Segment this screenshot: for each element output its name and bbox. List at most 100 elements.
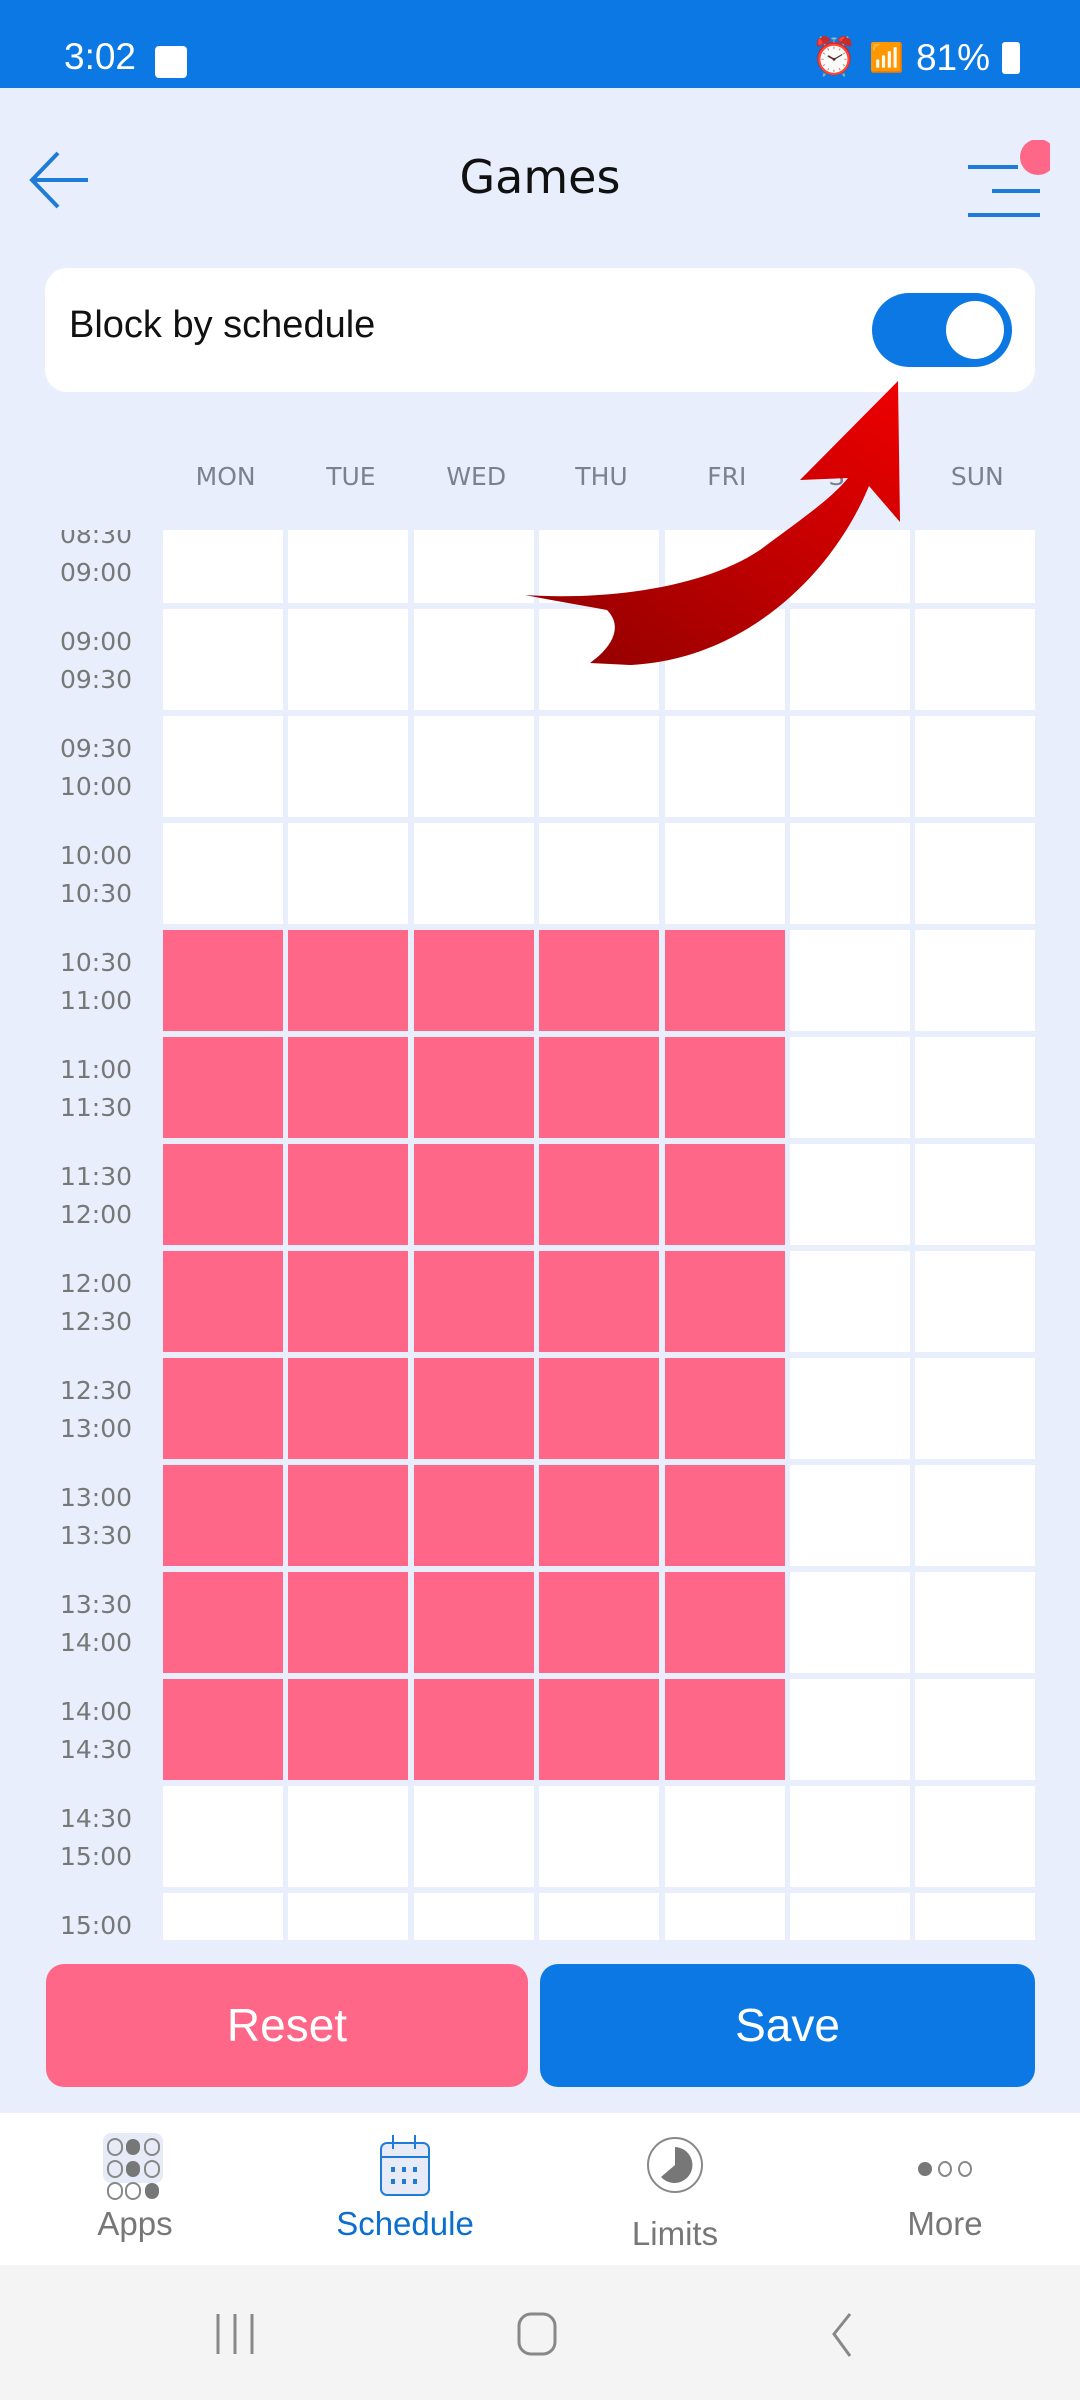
schedule-cell[interactable]: [413, 716, 534, 817]
schedule-cell[interactable]: [163, 1786, 283, 1887]
schedule-cell-blocked[interactable]: [288, 1572, 409, 1673]
schedule-cell[interactable]: [413, 1786, 534, 1887]
schedule-cell-blocked[interactable]: [288, 1144, 409, 1245]
block-by-schedule-toggle[interactable]: [872, 293, 1012, 367]
schedule-cell-blocked[interactable]: [413, 1679, 534, 1780]
schedule-cell-blocked[interactable]: [288, 1679, 409, 1780]
schedule-cell[interactable]: [790, 1144, 910, 1245]
schedule-cell-blocked[interactable]: [163, 1251, 283, 1352]
schedule-cell[interactable]: [790, 1251, 910, 1352]
schedule-cell[interactable]: [163, 716, 283, 817]
schedule-cell[interactable]: [288, 1893, 409, 1940]
schedule-cell[interactable]: [539, 823, 660, 924]
schedule-cell[interactable]: [790, 609, 910, 710]
schedule-cell-blocked[interactable]: [163, 1358, 283, 1459]
save-button[interactable]: Save: [540, 1964, 1035, 2087]
schedule-cell[interactable]: [539, 609, 660, 710]
schedule-cell-blocked[interactable]: [539, 1572, 660, 1673]
schedule-cell[interactable]: [915, 716, 1036, 817]
schedule-cell-blocked[interactable]: [163, 1144, 283, 1245]
schedule-cell-blocked[interactable]: [664, 1144, 785, 1245]
schedule-cell-blocked[interactable]: [413, 1144, 534, 1245]
schedule-cell-blocked[interactable]: [664, 1037, 785, 1138]
schedule-cell[interactable]: [664, 530, 785, 603]
schedule-cell[interactable]: [790, 1037, 910, 1138]
schedule-cell[interactable]: [915, 1251, 1036, 1352]
schedule-cell[interactable]: [790, 1786, 910, 1887]
schedule-cell-blocked[interactable]: [288, 930, 409, 1031]
schedule-cell-blocked[interactable]: [664, 1572, 785, 1673]
schedule-cell[interactable]: [790, 1572, 910, 1673]
schedule-cell-blocked[interactable]: [664, 930, 785, 1031]
schedule-cell[interactable]: [539, 1786, 660, 1887]
schedule-cell[interactable]: [163, 609, 283, 710]
schedule-cell-blocked[interactable]: [288, 1358, 409, 1459]
schedule-cell[interactable]: [915, 1786, 1036, 1887]
schedule-cell[interactable]: [915, 1144, 1036, 1245]
nav-more[interactable]: More: [810, 2113, 1080, 2265]
schedule-cell-blocked[interactable]: [163, 930, 283, 1031]
schedule-cell[interactable]: [288, 1786, 409, 1887]
schedule-cell[interactable]: [413, 609, 534, 710]
schedule-cell[interactable]: [790, 1358, 910, 1459]
schedule-cell[interactable]: [915, 1572, 1036, 1673]
schedule-cell-blocked[interactable]: [413, 1465, 534, 1566]
schedule-cell[interactable]: [539, 1893, 660, 1940]
schedule-cell-blocked[interactable]: [288, 1037, 409, 1138]
schedule-grid[interactable]: 08:30 09:00 09:00 09:30 09:30 10:00 10:00 10:30…: [0, 530, 1080, 1940]
schedule-cell-blocked[interactable]: [539, 1144, 660, 1245]
schedule-cell[interactable]: [163, 823, 283, 924]
schedule-cell-blocked[interactable]: [413, 1037, 534, 1138]
schedule-cell[interactable]: [664, 1786, 785, 1887]
schedule-cell-blocked[interactable]: [539, 1358, 660, 1459]
schedule-cell[interactable]: [915, 823, 1036, 924]
schedule-cell-blocked[interactable]: [539, 1251, 660, 1352]
home-icon[interactable]: [513, 2310, 563, 2360]
schedule-cell-blocked[interactable]: [664, 1465, 785, 1566]
schedule-cell[interactable]: [790, 1465, 910, 1566]
nav-apps[interactable]: Apps: [0, 2113, 270, 2265]
schedule-cell-blocked[interactable]: [413, 930, 534, 1031]
back-arrow-icon[interactable]: [28, 145, 98, 215]
schedule-cell[interactable]: [539, 716, 660, 817]
schedule-cell[interactable]: [915, 1037, 1036, 1138]
schedule-cell-blocked[interactable]: [163, 1572, 283, 1673]
schedule-cell[interactable]: [288, 530, 409, 603]
schedule-cell[interactable]: [664, 609, 785, 710]
schedule-cell[interactable]: [288, 823, 409, 924]
schedule-cell[interactable]: [915, 530, 1036, 603]
schedule-cell[interactable]: [664, 716, 785, 817]
nav-schedule[interactable]: Schedule: [270, 2113, 540, 2265]
schedule-cell[interactable]: [790, 1893, 910, 1940]
schedule-cell-blocked[interactable]: [413, 1358, 534, 1459]
schedule-cell[interactable]: [664, 1893, 785, 1940]
reset-button[interactable]: Reset: [46, 1964, 528, 2087]
schedule-cell[interactable]: [790, 530, 910, 603]
schedule-cell[interactable]: [915, 1358, 1036, 1459]
schedule-cell[interactable]: [163, 1893, 283, 1940]
schedule-cell[interactable]: [915, 1679, 1036, 1780]
schedule-cell-blocked[interactable]: [288, 1251, 409, 1352]
schedule-cell-blocked[interactable]: [539, 930, 660, 1031]
schedule-cell[interactable]: [915, 609, 1036, 710]
schedule-cell-blocked[interactable]: [163, 1679, 283, 1780]
schedule-cell[interactable]: [790, 930, 910, 1031]
nav-limits[interactable]: Limits: [540, 2113, 810, 2265]
schedule-cell-blocked[interactable]: [413, 1251, 534, 1352]
schedule-cell[interactable]: [288, 716, 409, 817]
schedule-cell[interactable]: [915, 930, 1036, 1031]
schedule-cell[interactable]: [790, 1679, 910, 1780]
schedule-cell[interactable]: [790, 716, 910, 817]
menu-icon[interactable]: [960, 140, 1050, 220]
schedule-cell[interactable]: [915, 1465, 1036, 1566]
system-back-icon[interactable]: [820, 2310, 860, 2360]
schedule-cell[interactable]: [413, 530, 534, 603]
schedule-cell[interactable]: [413, 1893, 534, 1940]
schedule-cell-blocked[interactable]: [664, 1679, 785, 1780]
schedule-cell[interactable]: [539, 530, 660, 603]
schedule-cell-blocked[interactable]: [539, 1465, 660, 1566]
schedule-cell-blocked[interactable]: [664, 1358, 785, 1459]
schedule-cell[interactable]: [664, 823, 785, 924]
schedule-cell[interactable]: [163, 530, 283, 603]
schedule-cell[interactable]: [413, 823, 534, 924]
